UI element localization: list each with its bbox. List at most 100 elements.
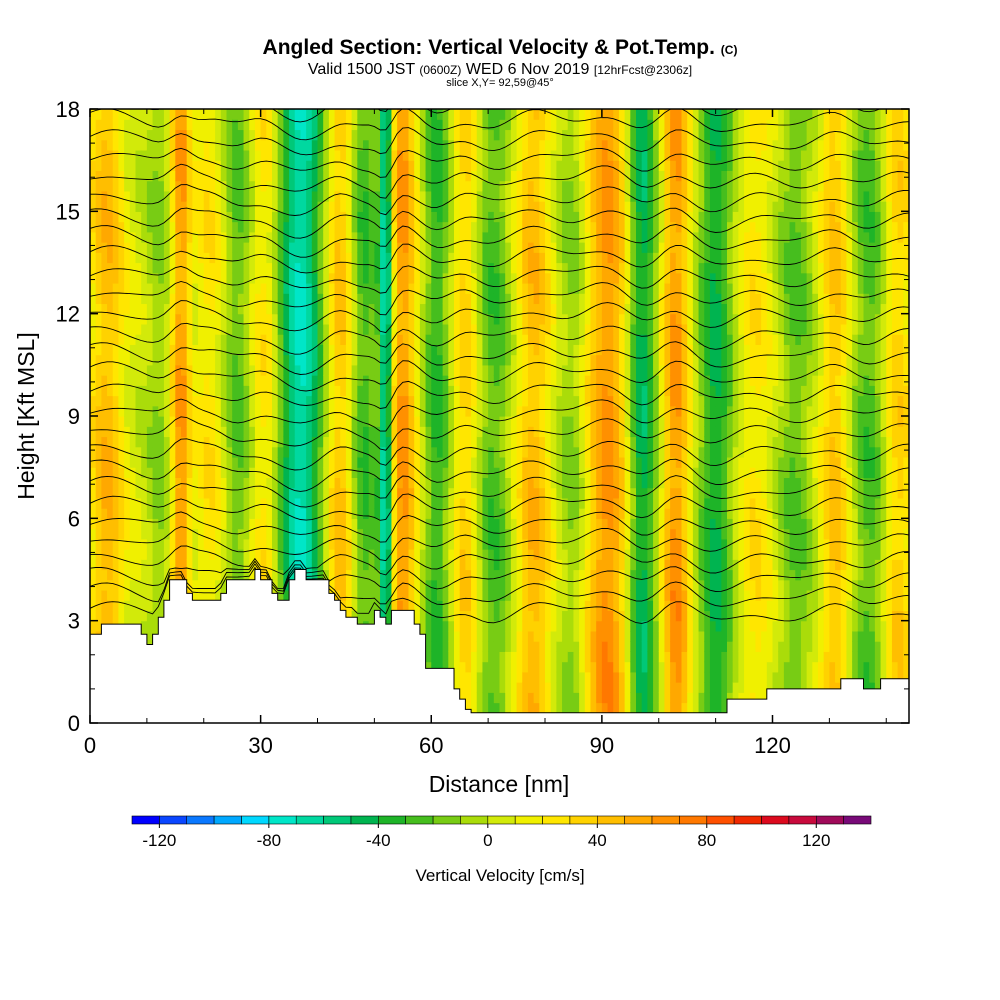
velocity-cell: [272, 354, 279, 366]
velocity-cell: [340, 477, 347, 489]
velocity-cell: [385, 334, 393, 345]
velocity-cell: [158, 180, 165, 192]
velocity-cell: [345, 201, 353, 212]
velocity-cell: [476, 610, 484, 622]
velocity-cell: [550, 467, 557, 478]
velocity-cell: [459, 303, 466, 315]
velocity-cell: [243, 211, 250, 223]
velocity-cell: [317, 364, 324, 376]
velocity-cell: [289, 446, 296, 458]
velocity-cell: [215, 231, 222, 243]
velocity-cell: [90, 242, 97, 253]
velocity-cell: [556, 180, 563, 192]
velocity-cell: [397, 211, 404, 223]
velocity-cell: [266, 252, 273, 264]
velocity-cell: [232, 518, 239, 530]
velocity-cell: [135, 344, 142, 356]
velocity-cell: [334, 497, 341, 509]
velocity-cell: [283, 334, 290, 345]
velocity-cell: [431, 620, 438, 632]
velocity-cell: [385, 364, 393, 376]
velocity-cell: [408, 334, 415, 345]
velocity-cell: [539, 416, 546, 427]
velocity-cell: [448, 139, 455, 151]
velocity-cell: [482, 272, 489, 284]
velocity-cell: [317, 323, 324, 335]
velocity-cell: [510, 313, 518, 325]
velocity-cell: [408, 405, 415, 417]
velocity-cell: [101, 375, 108, 386]
velocity-cell: [385, 385, 393, 397]
velocity-cell: [237, 211, 245, 223]
velocity-cell: [510, 109, 518, 120]
velocity-cell: [368, 569, 375, 581]
velocity-cell: [135, 487, 142, 499]
velocity-cell: [380, 395, 387, 407]
velocity-cell: [522, 600, 529, 612]
velocity-cell: [545, 293, 552, 305]
velocity-cell: [402, 323, 410, 335]
velocity-cell: [90, 109, 97, 120]
velocity-cell: [419, 282, 427, 294]
velocity-cell: [118, 313, 125, 325]
velocity-cell: [118, 385, 125, 397]
velocity-cell: [95, 538, 102, 550]
velocity-cell: [101, 201, 108, 212]
velocity-cell: [186, 559, 193, 571]
velocity-cell: [101, 487, 108, 499]
velocity-cell: [146, 589, 154, 601]
velocity-cell: [107, 221, 114, 233]
velocity-cell: [436, 589, 444, 601]
velocity-cell: [163, 497, 171, 509]
velocity-cell: [254, 262, 262, 274]
velocity-cell: [277, 528, 284, 540]
velocity-cell: [129, 559, 137, 571]
velocity-cell: [277, 119, 284, 131]
velocity-cell: [323, 528, 330, 540]
velocity-cell: [471, 641, 478, 652]
velocity-cell: [311, 293, 319, 305]
velocity-cell: [175, 467, 182, 478]
velocity-cell: [368, 589, 375, 601]
velocity-cell: [198, 160, 205, 171]
velocity-cell: [237, 129, 245, 141]
velocity-cell: [300, 242, 307, 253]
velocity-cell: [482, 211, 489, 223]
velocity-cell: [328, 477, 336, 489]
velocity-cell: [345, 385, 353, 397]
velocity-cell: [317, 293, 324, 305]
velocity-cell: [272, 160, 279, 171]
velocity-cell: [419, 518, 427, 530]
velocity-cell: [146, 508, 154, 519]
velocity-cell: [90, 405, 97, 417]
velocity-cell: [209, 375, 216, 386]
velocity-cell: [294, 190, 302, 202]
velocity-cell: [198, 559, 205, 571]
velocity-cell: [351, 375, 358, 386]
velocity-cell: [505, 242, 512, 253]
velocity-cell: [510, 149, 518, 161]
velocity-cell: [454, 385, 461, 397]
velocity-cell: [266, 375, 273, 386]
velocity-cell: [237, 375, 245, 386]
velocity-cell: [294, 405, 302, 417]
velocity-cell: [192, 211, 199, 223]
velocity-cell: [249, 313, 256, 325]
velocity-cell: [442, 610, 449, 622]
velocity-cell: [237, 119, 245, 131]
velocity-cell: [510, 303, 518, 315]
velocity-cell: [152, 375, 159, 386]
velocity-cell: [363, 303, 370, 315]
velocity-cell: [232, 149, 239, 161]
velocity-cell: [232, 344, 239, 356]
velocity-cell: [192, 538, 199, 550]
velocity-cell: [493, 538, 501, 550]
velocity-cell: [533, 211, 540, 223]
velocity-cell: [186, 528, 193, 540]
velocity-cell: [476, 139, 484, 151]
velocity-cell: [272, 497, 279, 509]
velocity-cell: [533, 303, 540, 315]
velocity-cell: [112, 323, 120, 335]
velocity-cell: [476, 129, 484, 141]
velocity-cell: [112, 170, 120, 182]
